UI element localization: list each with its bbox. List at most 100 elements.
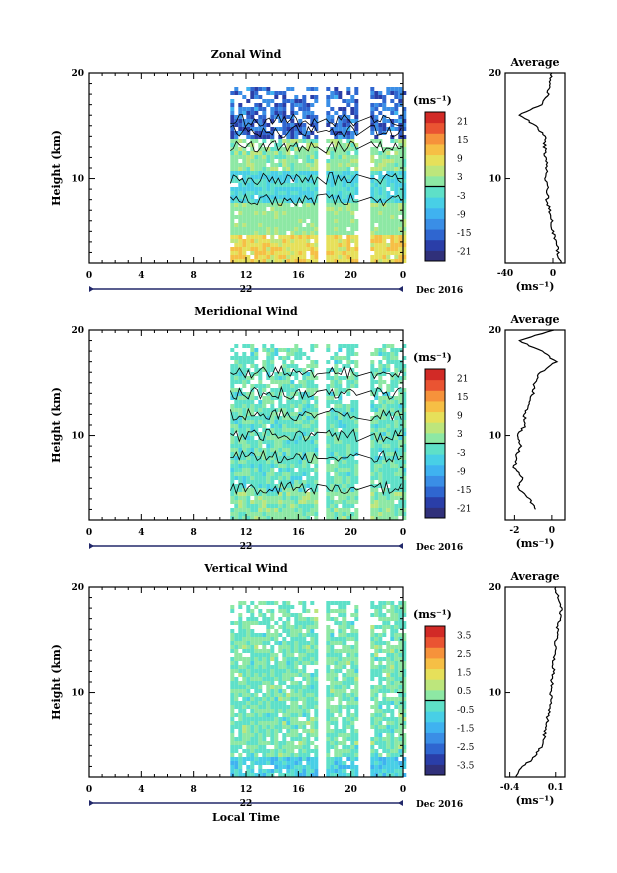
colorbar-segment xyxy=(425,743,445,755)
colorbar-segment xyxy=(425,411,445,423)
y-tick-label: 10 xyxy=(71,689,84,699)
colorbar-segment xyxy=(425,700,445,712)
y-tick-label: 10 xyxy=(71,432,84,442)
contour-lines xyxy=(229,364,402,496)
colorbar-segment xyxy=(425,668,445,680)
colorbar-segment xyxy=(425,197,445,209)
date-month-label: Dec 2016 xyxy=(416,543,463,553)
x-tick-label: 12 xyxy=(240,271,253,281)
x-tick-label: 20 xyxy=(344,785,357,795)
colorbar-segment xyxy=(425,626,445,638)
profile-x-label: (ms⁻¹) xyxy=(516,280,555,293)
colorbar-segment xyxy=(425,186,445,198)
colorbar: 21 15 9 3 -3 -9 -15 -21 (ms⁻¹) xyxy=(413,351,472,519)
date-month-label: Dec 2016 xyxy=(416,800,463,810)
colorbar-segment xyxy=(425,400,445,413)
x-tick-label: 8 xyxy=(191,785,197,795)
profile-x-label: (ms⁻¹) xyxy=(516,537,555,550)
colorbar-tick-label: -3 xyxy=(457,192,466,202)
y-tick-label: 20 xyxy=(71,583,84,593)
y-axis-label: Height (km) xyxy=(50,644,63,720)
x-tick-label: 0 xyxy=(400,271,406,281)
colorbar-segment xyxy=(425,175,445,187)
colorbar-segment xyxy=(425,753,445,765)
colorbar-tick-label: 2.5 xyxy=(457,650,472,660)
colorbar-tick-label: 15 xyxy=(457,136,469,146)
x-tick-label: 20 xyxy=(344,528,357,538)
colorbar-segment xyxy=(425,464,445,476)
colorbar-segment xyxy=(425,379,445,391)
heatmap-cells xyxy=(230,344,407,520)
colorbar-tick-label: -3.5 xyxy=(457,762,475,772)
colorbar-segment xyxy=(425,711,445,723)
y-axis-label: Height (km) xyxy=(50,387,63,463)
colorbar-tick-label: -15 xyxy=(457,486,472,496)
x-tick-label: 16 xyxy=(292,271,305,281)
date-arrow-left xyxy=(89,286,94,292)
y-tick-label: 10 xyxy=(71,175,84,185)
profile-y-tick-label: 20 xyxy=(488,69,501,79)
x-tick-label: 0 xyxy=(400,785,406,795)
colorbar-segment xyxy=(425,229,445,241)
colorbar-tick-label: -21 xyxy=(457,248,472,258)
profile-y-tick-label: 10 xyxy=(488,432,501,442)
profile-x-tick-label: 0.1 xyxy=(548,783,564,793)
profile-frame xyxy=(504,329,566,521)
profile-line xyxy=(515,586,563,778)
date-arrow-left xyxy=(89,800,94,806)
profile-frame xyxy=(504,586,566,778)
profile-x-tick-label: -40 xyxy=(497,269,513,279)
panel-1: Zonal Wind 0 4 8 12 16 20 0 20 10 Height (km) 22 Dec… xyxy=(50,48,566,296)
colorbar-segment xyxy=(425,432,445,444)
profile-y-tick-label: 20 xyxy=(488,326,501,336)
colorbar: 3.5 2.5 1.5 0.5 -0.5 -1.5 -2.5 -3.5 (ms⁻¹) xyxy=(413,608,475,776)
x-tick-label: 8 xyxy=(191,528,197,538)
colorbar-segment xyxy=(425,369,445,381)
x-tick-label: 0 xyxy=(86,271,92,281)
profile-line xyxy=(512,329,559,510)
profile-y-tick-label: 10 xyxy=(488,689,501,699)
colorbar-segment xyxy=(425,165,445,177)
colorbar-segment xyxy=(425,454,445,466)
profile-title: Average xyxy=(509,56,559,69)
panel-2: Meridional Wind 0 4 8 12 16 20 0 20 10 Height (km)… xyxy=(50,305,566,553)
date-arrow-right xyxy=(398,543,403,549)
colorbar-segment xyxy=(425,647,445,659)
x-tick-label: 0 xyxy=(86,785,92,795)
panel-title: Zonal Wind xyxy=(211,48,282,61)
x-tick-label: 4 xyxy=(138,785,144,795)
date-month-label: Dec 2016 xyxy=(416,286,463,296)
x-tick-label: 16 xyxy=(292,785,305,795)
colorbar-segment xyxy=(425,218,445,230)
colorbar-segment xyxy=(425,496,445,508)
contour-lines xyxy=(229,113,402,207)
colorbar-tick-label: -1.5 xyxy=(457,724,475,734)
colorbar-tick-label: -15 xyxy=(457,229,472,239)
colorbar-segment xyxy=(425,122,445,134)
date-arrow-right xyxy=(398,800,403,806)
colorbar-tick-label: -21 xyxy=(457,505,472,515)
colorbar-segment xyxy=(425,390,445,402)
colorbar-tick-label: 1.5 xyxy=(457,669,472,679)
colorbar-tick-label: -2.5 xyxy=(457,743,475,753)
date-day-label: 22 xyxy=(240,799,253,809)
x-tick-label: 4 xyxy=(138,528,144,538)
date-day-label: 22 xyxy=(240,542,253,552)
heatmap-cells xyxy=(230,87,407,263)
colorbar-tick-label: -9 xyxy=(457,210,466,220)
profile-panel: Average 20 10 -2 0(ms⁻¹) xyxy=(488,313,566,550)
profile-panel: Average 20 10 -40 0(ms⁻¹) xyxy=(488,56,566,293)
profile-x-tick-label: 0 xyxy=(550,269,556,279)
colorbar-tick-label: 21 xyxy=(457,117,468,127)
date-arrow-right xyxy=(398,286,403,292)
heatmap-cells xyxy=(230,601,407,777)
colorbar-segment xyxy=(425,689,445,701)
profile-title: Average xyxy=(509,313,559,326)
profile-x-label: (ms⁻¹) xyxy=(516,794,555,807)
y-tick-label: 20 xyxy=(71,69,84,79)
colorbar-segment xyxy=(425,507,445,519)
colorbar-segment xyxy=(425,154,445,166)
colorbar-tick-label: 3 xyxy=(457,173,463,183)
date-arrow-left xyxy=(89,543,94,549)
